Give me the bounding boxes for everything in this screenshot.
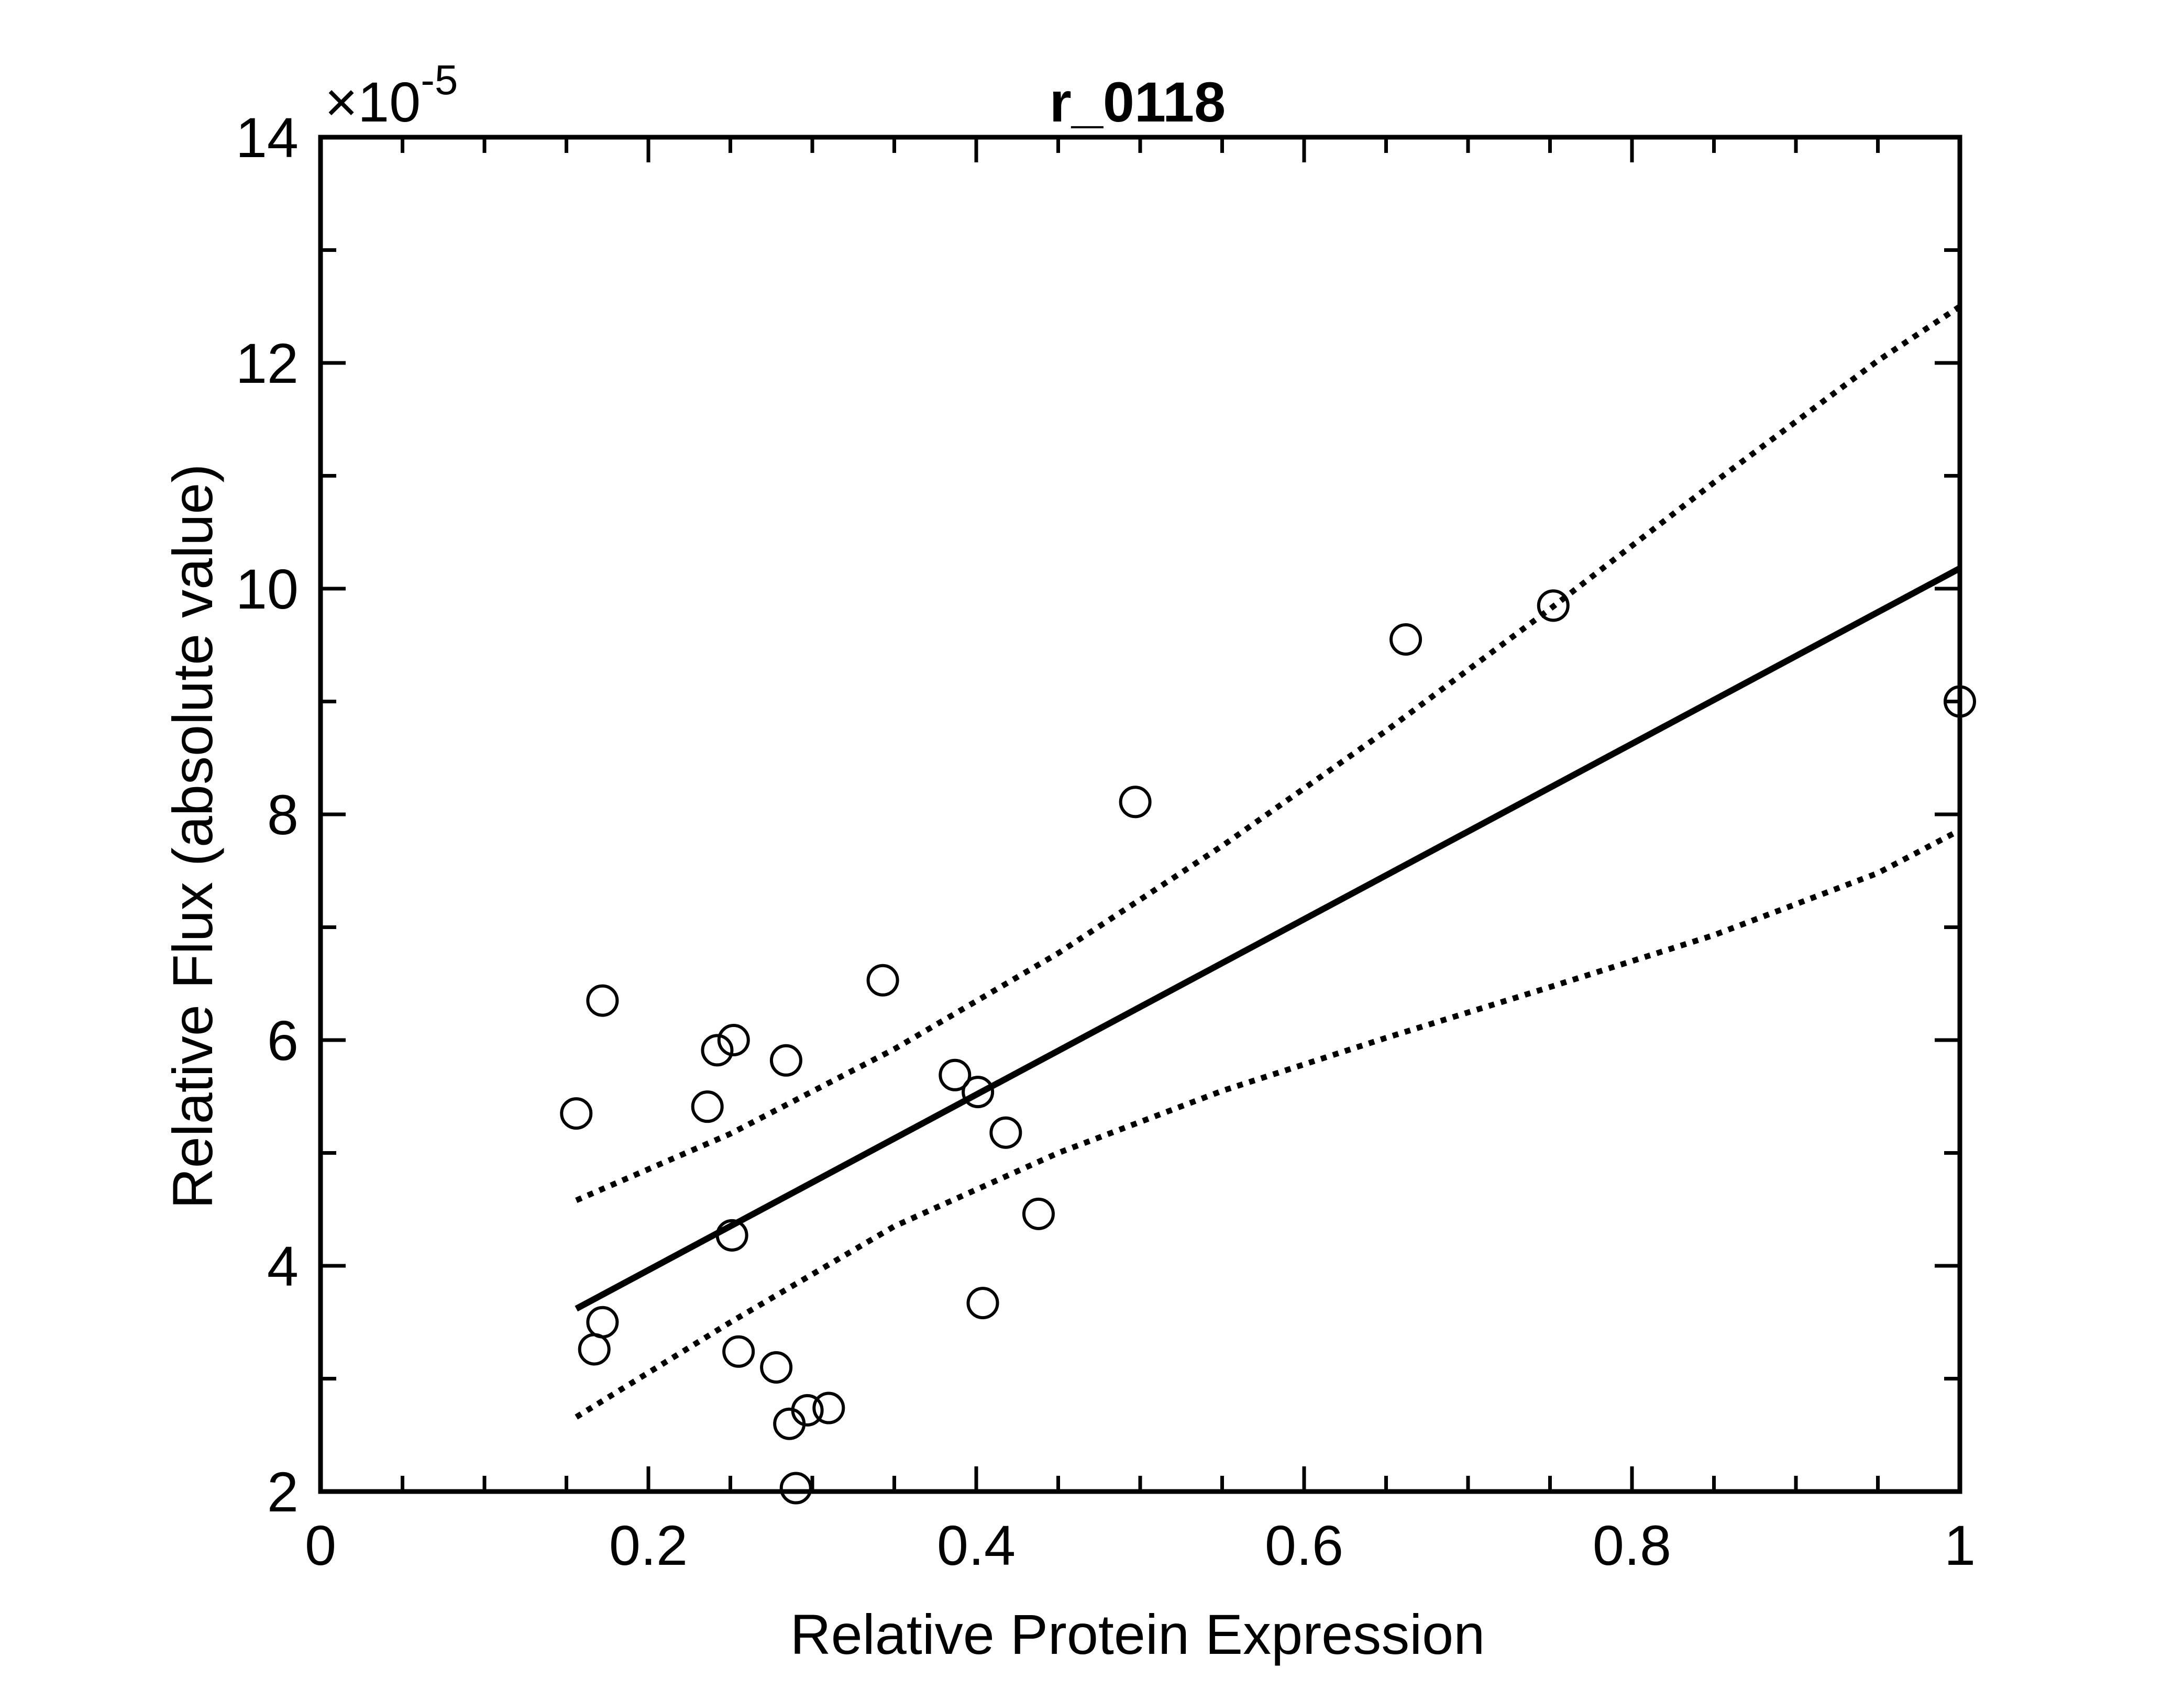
x-tick-label: 0.6 bbox=[1265, 1514, 1343, 1577]
axes-frame bbox=[318, 135, 1962, 1494]
y-tick-label: 8 bbox=[267, 783, 299, 846]
y-tick-label: 6 bbox=[267, 1009, 299, 1072]
data-point bbox=[717, 1024, 750, 1056]
regression-line bbox=[575, 565, 1961, 1312]
y-axis-exponent-power: -5 bbox=[421, 57, 458, 103]
y-axis-exponent: ×10-5 bbox=[325, 57, 458, 134]
y-axis-label: Relative Flux (absolute value) bbox=[161, 464, 224, 1209]
x-tick-label: 0.2 bbox=[609, 1514, 688, 1577]
confidence-bound-line bbox=[575, 304, 1962, 1203]
x-tick-label: 1 bbox=[1944, 1514, 1976, 1577]
y-tick-label: 4 bbox=[267, 1234, 299, 1298]
data-point bbox=[966, 1287, 999, 1320]
x-tick-label: 0.4 bbox=[937, 1514, 1016, 1577]
x-tick-label: 0.8 bbox=[1593, 1514, 1671, 1577]
data-point bbox=[962, 1076, 995, 1109]
data-point bbox=[779, 1472, 812, 1505]
data-point bbox=[939, 1058, 972, 1091]
chart-title: r_0118 bbox=[1050, 70, 1226, 134]
confidence-bound-line bbox=[575, 827, 1961, 1420]
y-axis-exponent-base: ×10 bbox=[325, 70, 421, 134]
data-point bbox=[791, 1394, 824, 1427]
data-point bbox=[586, 984, 619, 1017]
x-tick-label: 0 bbox=[305, 1514, 336, 1577]
data-point bbox=[578, 1333, 611, 1366]
data-point bbox=[1389, 623, 1422, 656]
data-point bbox=[1537, 589, 1570, 622]
data-point bbox=[989, 1116, 1022, 1149]
data-point bbox=[701, 1034, 734, 1067]
data-point bbox=[586, 1306, 619, 1339]
data-point bbox=[769, 1044, 802, 1077]
data-point bbox=[812, 1391, 845, 1424]
y-tick-label: 2 bbox=[267, 1460, 299, 1523]
data-point bbox=[760, 1351, 793, 1384]
y-tick-label: 12 bbox=[236, 332, 299, 395]
data-point bbox=[866, 964, 899, 997]
data-point bbox=[560, 1097, 593, 1130]
x-axis-label: Relative Protein Expression bbox=[790, 1603, 1485, 1666]
plot-marks bbox=[560, 304, 1976, 1505]
data-point bbox=[1022, 1197, 1055, 1230]
y-tick-label: 14 bbox=[236, 106, 299, 169]
data-point bbox=[691, 1090, 724, 1123]
y-tick-label: 10 bbox=[236, 557, 299, 621]
data-point bbox=[1119, 786, 1152, 819]
data-point bbox=[722, 1335, 755, 1368]
